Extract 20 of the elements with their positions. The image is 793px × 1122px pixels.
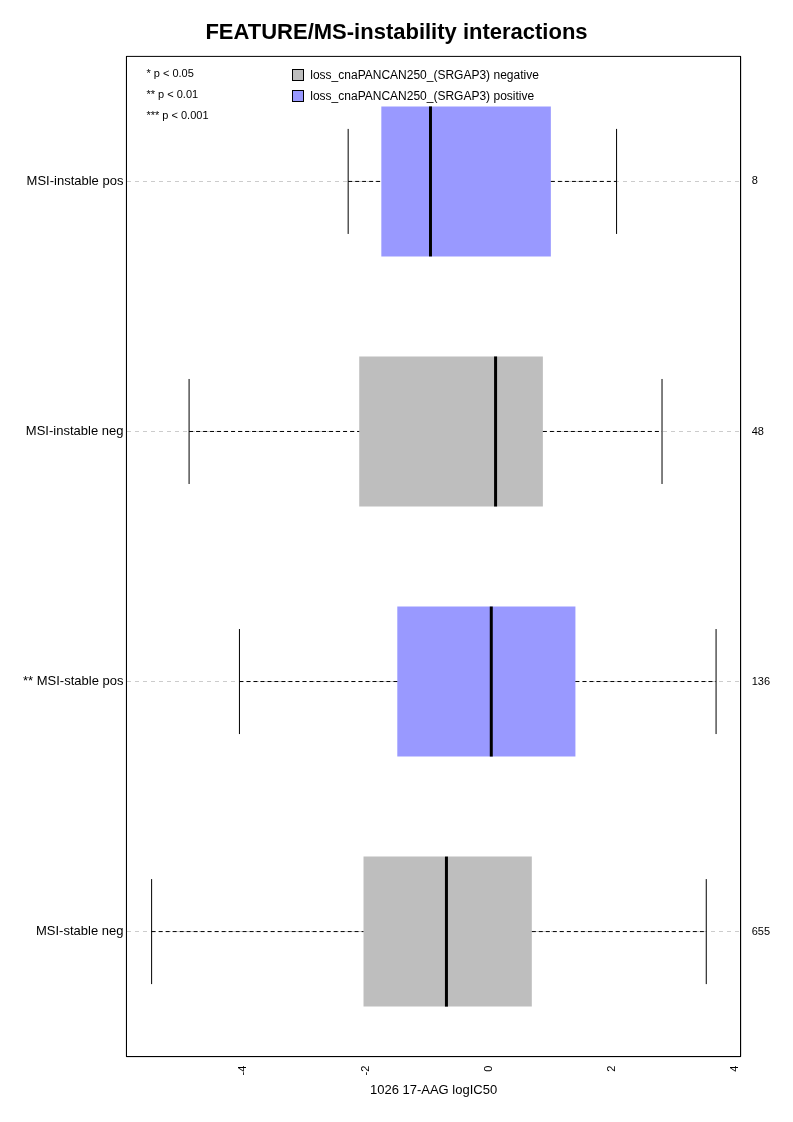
- chart-title: FEATURE/MS-instability interactions: [205, 19, 588, 45]
- y2-tick-label: 655: [751, 924, 771, 937]
- x-tick-label: -2: [359, 1065, 372, 1076]
- annotation: *** p < 0.001: [146, 109, 209, 122]
- x-tick-label: -4: [236, 1065, 249, 1076]
- y2-tick-label: 48: [751, 424, 764, 437]
- y-tick-label: MSI-stable neg: [36, 923, 124, 939]
- annotation: * p < 0.05: [146, 67, 194, 80]
- annotation: ** p < 0.01: [146, 88, 199, 101]
- y-tick-label: ** MSI-stable pos: [23, 673, 124, 689]
- x-axis-title: 1026 17-AAG logIC50: [369, 1081, 498, 1097]
- y-tick-label: MSI-instable pos: [26, 173, 124, 189]
- x-tick-label: 4: [727, 1065, 740, 1072]
- y2-tick-label: 136: [751, 674, 771, 687]
- legend-label: loss_cnaPANCAN250_(SRGAP3) negative: [310, 67, 539, 82]
- x-tick-label: 2: [604, 1065, 617, 1072]
- x-tick-label: 0: [481, 1065, 494, 1072]
- y2-tick-label: 8: [751, 174, 758, 187]
- legend-label: loss_cnaPANCAN250_(SRGAP3) positive: [310, 88, 535, 103]
- y-tick-label: MSI-instable neg: [25, 423, 124, 439]
